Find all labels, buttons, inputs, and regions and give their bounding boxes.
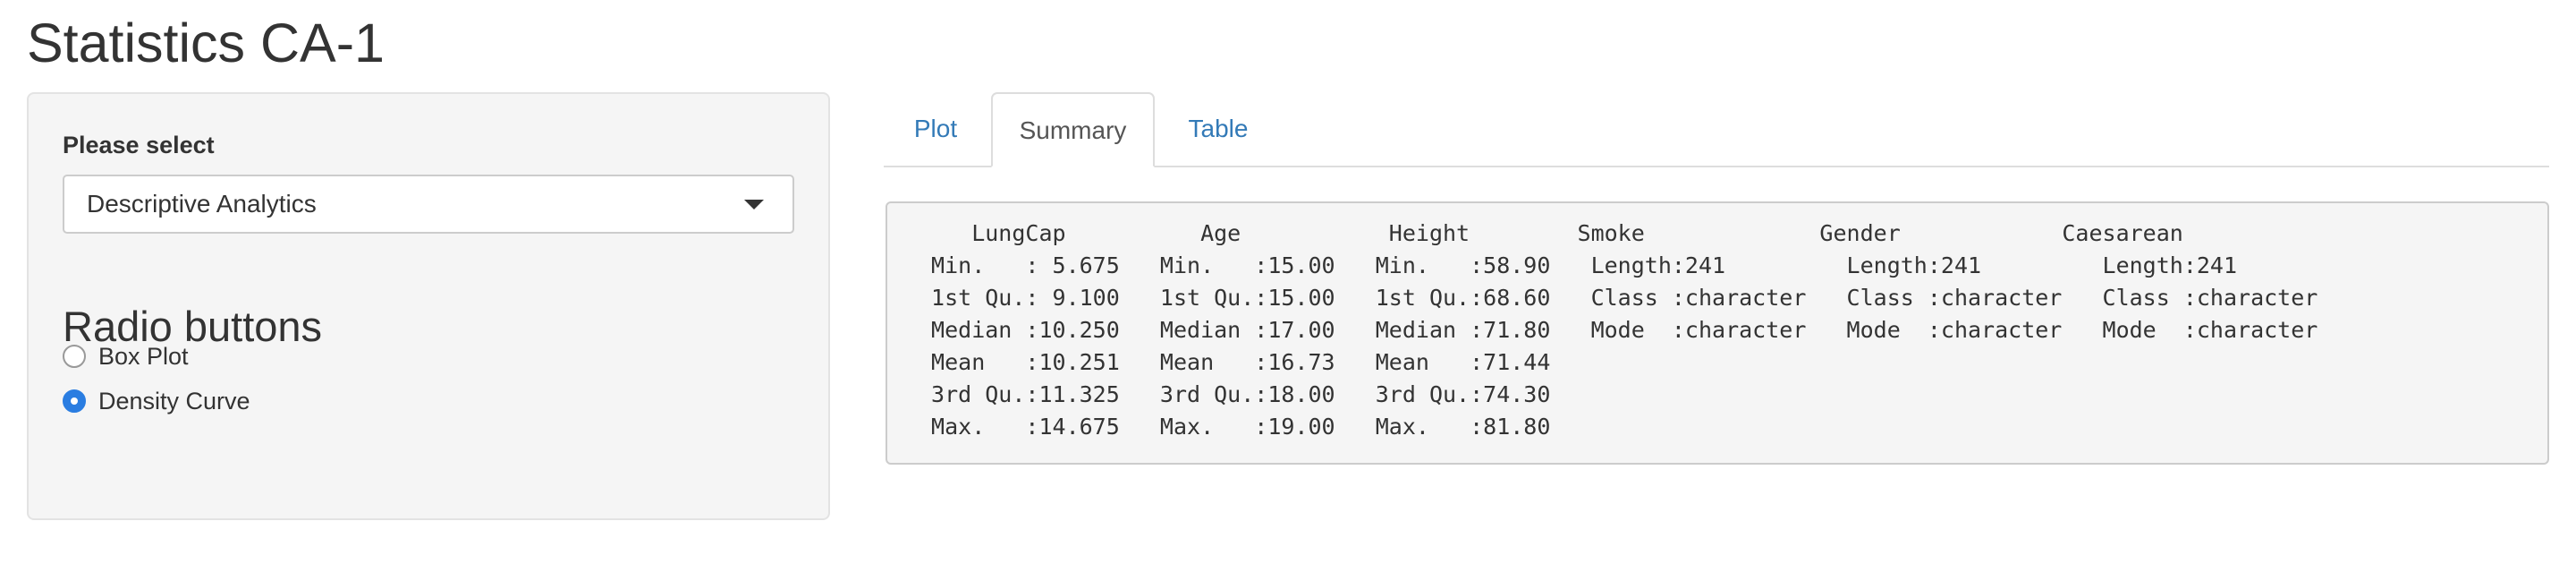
analysis-select[interactable]: Descriptive Analytics bbox=[63, 175, 794, 234]
radio-unchecked-icon[interactable] bbox=[63, 345, 86, 368]
tab-summary[interactable]: Summary bbox=[991, 92, 1155, 167]
radio-label-density-curve: Density Curve bbox=[98, 388, 250, 414]
radio-heading: Radio buttons bbox=[63, 303, 323, 350]
caret-down-icon bbox=[744, 200, 764, 209]
tab-bar: Plot Summary Table bbox=[884, 92, 2549, 167]
summary-output-panel: LungCap Age Height Smoke Gender Caesarea… bbox=[886, 201, 2549, 465]
tab-table[interactable]: Table bbox=[1188, 115, 1249, 142]
summary-output-text: LungCap Age Height Smoke Gender Caesarea… bbox=[931, 220, 2318, 440]
radio-label-box-plot: Box Plot bbox=[98, 343, 189, 370]
tab-plot[interactable]: Plot bbox=[913, 115, 958, 142]
select-label: Please select bbox=[63, 132, 215, 158]
sidebar-panel: Please select Descriptive Analytics Radi… bbox=[27, 92, 830, 520]
select-value: Descriptive Analytics bbox=[87, 190, 317, 218]
page-title: Statistics CA-1 bbox=[27, 13, 385, 73]
radio-checked-icon[interactable] bbox=[63, 389, 86, 413]
